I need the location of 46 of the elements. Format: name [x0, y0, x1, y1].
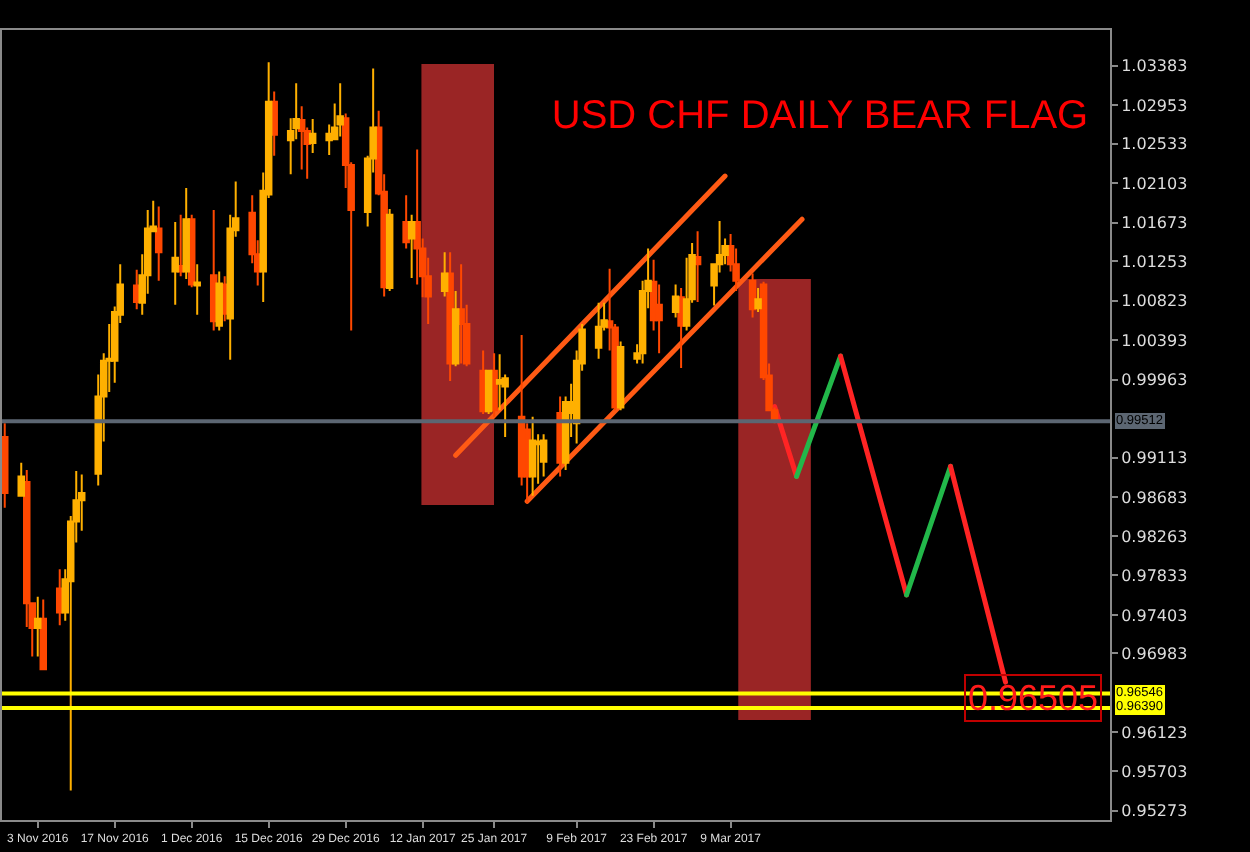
candlestick [336, 82, 344, 138]
candlestick [440, 251, 449, 298]
y-tick-label: 1.00393 [1121, 331, 1188, 350]
y-tick-label: 1.02533 [1121, 135, 1188, 154]
candlestick [594, 301, 603, 360]
candlestick [484, 369, 493, 415]
y-tick-label: 0.95273 [1121, 802, 1188, 821]
candlestick [616, 340, 625, 412]
candlestick [671, 283, 680, 319]
candlestick [528, 415, 537, 497]
candlestick [446, 251, 454, 382]
candlestick [451, 289, 460, 368]
y-tick-label: 0.96123 [1121, 724, 1188, 743]
candlestick [154, 205, 163, 282]
y-tick-label: 0.99113 [1121, 449, 1188, 468]
candlestick [385, 208, 394, 292]
candlestick [34, 595, 42, 658]
candlestick [176, 213, 185, 278]
y-tick-label: 0.96983 [1121, 645, 1188, 664]
text: USD CHF DAILY BEAR FLAG [551, 94, 1089, 139]
candlestick [308, 118, 317, 155]
y-tick-label: 1.02103 [1121, 174, 1188, 193]
y-tick-label: 1.02953 [1121, 96, 1188, 115]
y-tick-label: 1.03383 [1121, 57, 1188, 76]
candlestick [193, 263, 201, 316]
y-tick-label: 0.99963 [1121, 371, 1188, 390]
candlestick [407, 213, 416, 280]
candlestick [39, 598, 47, 671]
y-tick-label: 0.97833 [1121, 566, 1188, 585]
candlestick [693, 230, 702, 303]
y-tick-label: 0.95703 [1121, 762, 1188, 781]
candlestick [209, 209, 218, 332]
candlestick [17, 461, 25, 498]
candlestick [270, 90, 278, 157]
y-tick-label: 1.00823 [1121, 292, 1188, 311]
candlestick [2, 422, 9, 509]
y-tick-label: 0.98683 [1121, 488, 1188, 507]
y-tick-label: 1.01253 [1121, 252, 1188, 271]
y-tick-label: 1.01673 [1121, 214, 1188, 233]
y-tick-label: 0.97403 [1121, 606, 1188, 625]
candlestick [754, 287, 762, 314]
candlestick [677, 287, 685, 370]
y-tick-label: 0.98263 [1121, 527, 1188, 546]
candlestick [539, 433, 548, 478]
candlestick [297, 105, 306, 171]
candlestick [457, 263, 465, 365]
